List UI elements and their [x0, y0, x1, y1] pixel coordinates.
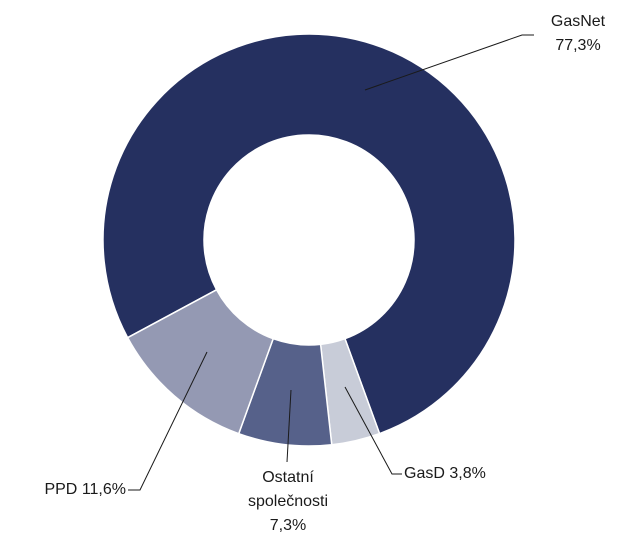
leader-line [286, 389, 292, 463]
slice-label: GasNet 77,3% [530, 10, 624, 58]
leader-line [344, 386, 402, 475]
leader-line [128, 351, 208, 491]
donut-slice [102, 33, 516, 435]
value-label: 77,3% [555, 37, 601, 54]
category-label: GasNet [550, 13, 606, 30]
slice-label: PPD 11,6% [6, 478, 126, 502]
leader-line [364, 34, 534, 91]
category-label: Ostatní společnosti [247, 469, 329, 510]
value-label: 7,3% [269, 517, 307, 534]
category-label: PPD [44, 481, 78, 498]
slice-label: Ostatní společnosti 7,3% [232, 466, 344, 538]
value-label: 11,6% [81, 481, 126, 498]
slice-label: GasD 3,8% [404, 462, 524, 486]
donut-slice [126, 288, 275, 435]
value-label: 3,8% [449, 465, 486, 482]
category-label: GasD [404, 465, 445, 482]
